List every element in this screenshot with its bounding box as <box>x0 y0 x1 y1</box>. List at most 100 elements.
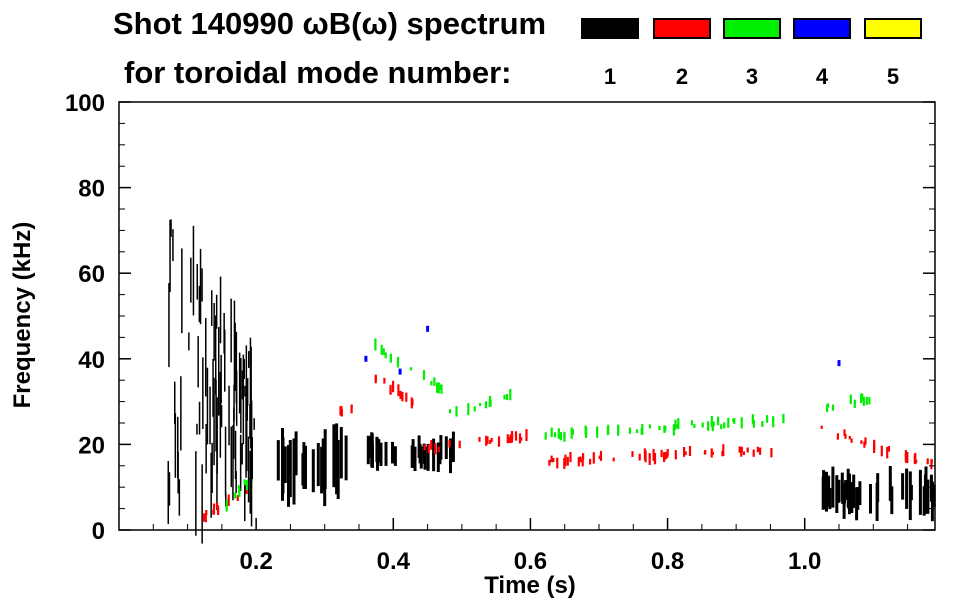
series-n1-feature-0-mark <box>174 413 177 478</box>
series-n1-feature-0-mark <box>238 352 241 414</box>
series-n1-feature-3-mark <box>905 468 909 509</box>
series-n2-feature-5-mark <box>906 452 909 464</box>
series-n2-feature-4-mark <box>592 452 595 464</box>
series-n1-feature-2-mark <box>426 443 430 471</box>
series-n1-feature-0-mark <box>178 479 181 516</box>
series-n4-feature-3-mark <box>837 360 841 367</box>
series-n2-feature-2-mark <box>410 397 413 409</box>
series-n1-feature-2-mark <box>411 439 415 464</box>
series-n2-feature-5-mark <box>930 459 933 470</box>
series-n2-feature-4-mark <box>569 452 572 463</box>
series-n2-feature-4-mark <box>556 457 559 469</box>
series-n3-feature-4-mark <box>862 396 865 406</box>
series-n1-feature-0-mark <box>201 464 203 544</box>
series-n3-feature-3-mark <box>723 422 726 429</box>
series-n1-feature-0-mark <box>249 337 252 411</box>
series-n1-feature-2-mark <box>376 438 379 471</box>
series-n1-feature-0-mark <box>219 371 222 458</box>
series-n1-feature-0-mark <box>253 418 255 430</box>
series-n1-feature-0-mark <box>249 450 251 514</box>
series-n1-feature-0-mark <box>248 351 250 368</box>
series-n1-feature-0-mark <box>234 430 237 479</box>
series-n1-feature-0-mark <box>197 336 199 388</box>
series-n3-feature-3-mark <box>752 420 755 428</box>
series-n2-feature-4-mark <box>552 458 555 463</box>
series-n1-feature-3-mark <box>856 487 860 510</box>
series-n2-feature-3-mark <box>514 431 518 441</box>
series-n2-feature-5-mark <box>915 459 918 463</box>
series-n3-feature-1-mark <box>382 348 385 356</box>
series-n1-feature-0-mark <box>209 386 211 445</box>
series-n3-feature-4-mark <box>826 404 829 412</box>
series-n2-feature-0-mark <box>227 494 230 506</box>
series-n2-feature-4-mark <box>550 455 553 463</box>
series-n1-feature-1-mark <box>316 443 320 487</box>
series-n1-feature-3-mark <box>843 483 846 504</box>
series-n1-feature-1-mark <box>344 435 348 481</box>
series-n2-feature-4-mark <box>660 449 663 458</box>
series-n1-feature-0-mark <box>243 358 245 379</box>
series-n1-feature-2-mark <box>384 441 388 466</box>
series-n3-feature-3-mark <box>676 424 679 429</box>
series-n2-feature-0-mark <box>202 513 205 522</box>
series-n1-feature-0-mark <box>240 358 242 433</box>
series-n2-feature-4-mark <box>579 456 582 463</box>
series-n3-feature-0-mark <box>245 480 249 491</box>
series-n2-feature-5-mark <box>926 458 929 465</box>
series-n1-feature-3-mark <box>922 486 926 516</box>
series-n1-feature-1-mark <box>336 439 340 499</box>
series-n2-feature-2-mark <box>397 384 400 397</box>
series-n1-feature-3-mark <box>850 482 854 513</box>
series-n1-feature-3-mark <box>831 466 835 508</box>
series-n1-feature-0-mark <box>220 404 223 428</box>
series-n2-feature-4-mark <box>666 449 669 457</box>
series-n2-feature-4-mark <box>663 452 666 463</box>
series-n3-feature-3-mark <box>727 417 730 428</box>
series-n2-feature-4-mark <box>738 446 741 453</box>
series-n3-feature-1-mark <box>380 344 383 355</box>
series-n1-feature-0-mark <box>169 219 171 292</box>
series-n1-feature-0-mark <box>218 327 220 416</box>
series-n1-feature-0-mark <box>168 283 170 368</box>
series-n1-feature-1-mark <box>287 445 290 507</box>
series-n2-feature-3-mark <box>485 435 488 446</box>
series-n1-feature-0-mark <box>244 480 246 522</box>
series-n2-feature-4-mark <box>710 448 713 458</box>
series-n3-feature-4-mark <box>861 393 864 401</box>
series-n1-feature-3-mark <box>890 486 894 515</box>
series-n3-feature-3-mark <box>720 424 723 430</box>
series-n3-feature-3-mark <box>761 421 764 427</box>
chart-title: Shot 140990 ωB(ω) spectrum <box>113 6 547 41</box>
legend-swatch-3 <box>723 18 781 39</box>
series-n1-feature-0-mark <box>170 219 172 237</box>
series-n1-feature-3-mark <box>908 471 912 521</box>
series-n1-feature-3-mark <box>932 484 936 508</box>
series-n3-feature-3-mark <box>557 428 560 439</box>
series-n2-feature-2-mark <box>399 390 402 400</box>
series-n1-feature-1-mark <box>320 446 324 494</box>
series-n1-feature-3-mark <box>825 471 828 512</box>
series-n2-feature-3-mark <box>509 434 512 444</box>
series-n2-feature-4-mark <box>581 458 584 467</box>
series-n1-feature-0-mark <box>246 378 249 406</box>
series-n1-feature-1-mark <box>302 442 306 489</box>
series-n3-feature-2-mark <box>505 394 509 400</box>
series-n2-feature-5-mark <box>848 436 851 440</box>
series-n2 <box>202 374 933 523</box>
series-n2-feature-3-mark <box>520 437 523 441</box>
legend-label-5: 5 <box>886 64 900 89</box>
x-axis-label: Time (s) <box>484 572 576 599</box>
series-n1-feature-3-mark <box>827 475 831 507</box>
series-n1-feature-0-mark <box>210 452 212 518</box>
series-n2-feature-2-mark <box>392 380 395 393</box>
series-n4 <box>364 325 841 375</box>
series-n1-feature-3-mark <box>858 481 862 506</box>
series-n2-feature-5-mark <box>904 454 907 463</box>
series-n1-feature-0-mark <box>244 385 246 397</box>
series-n1-feature-0-mark <box>215 379 217 452</box>
series-n3-feature-4-mark <box>865 396 868 405</box>
series-n2-feature-3-mark <box>518 433 522 444</box>
series-n2-feature-4-mark <box>564 454 567 466</box>
series-n1-feature-1-mark <box>283 446 287 483</box>
series-n2-feature-3-mark <box>423 444 426 451</box>
